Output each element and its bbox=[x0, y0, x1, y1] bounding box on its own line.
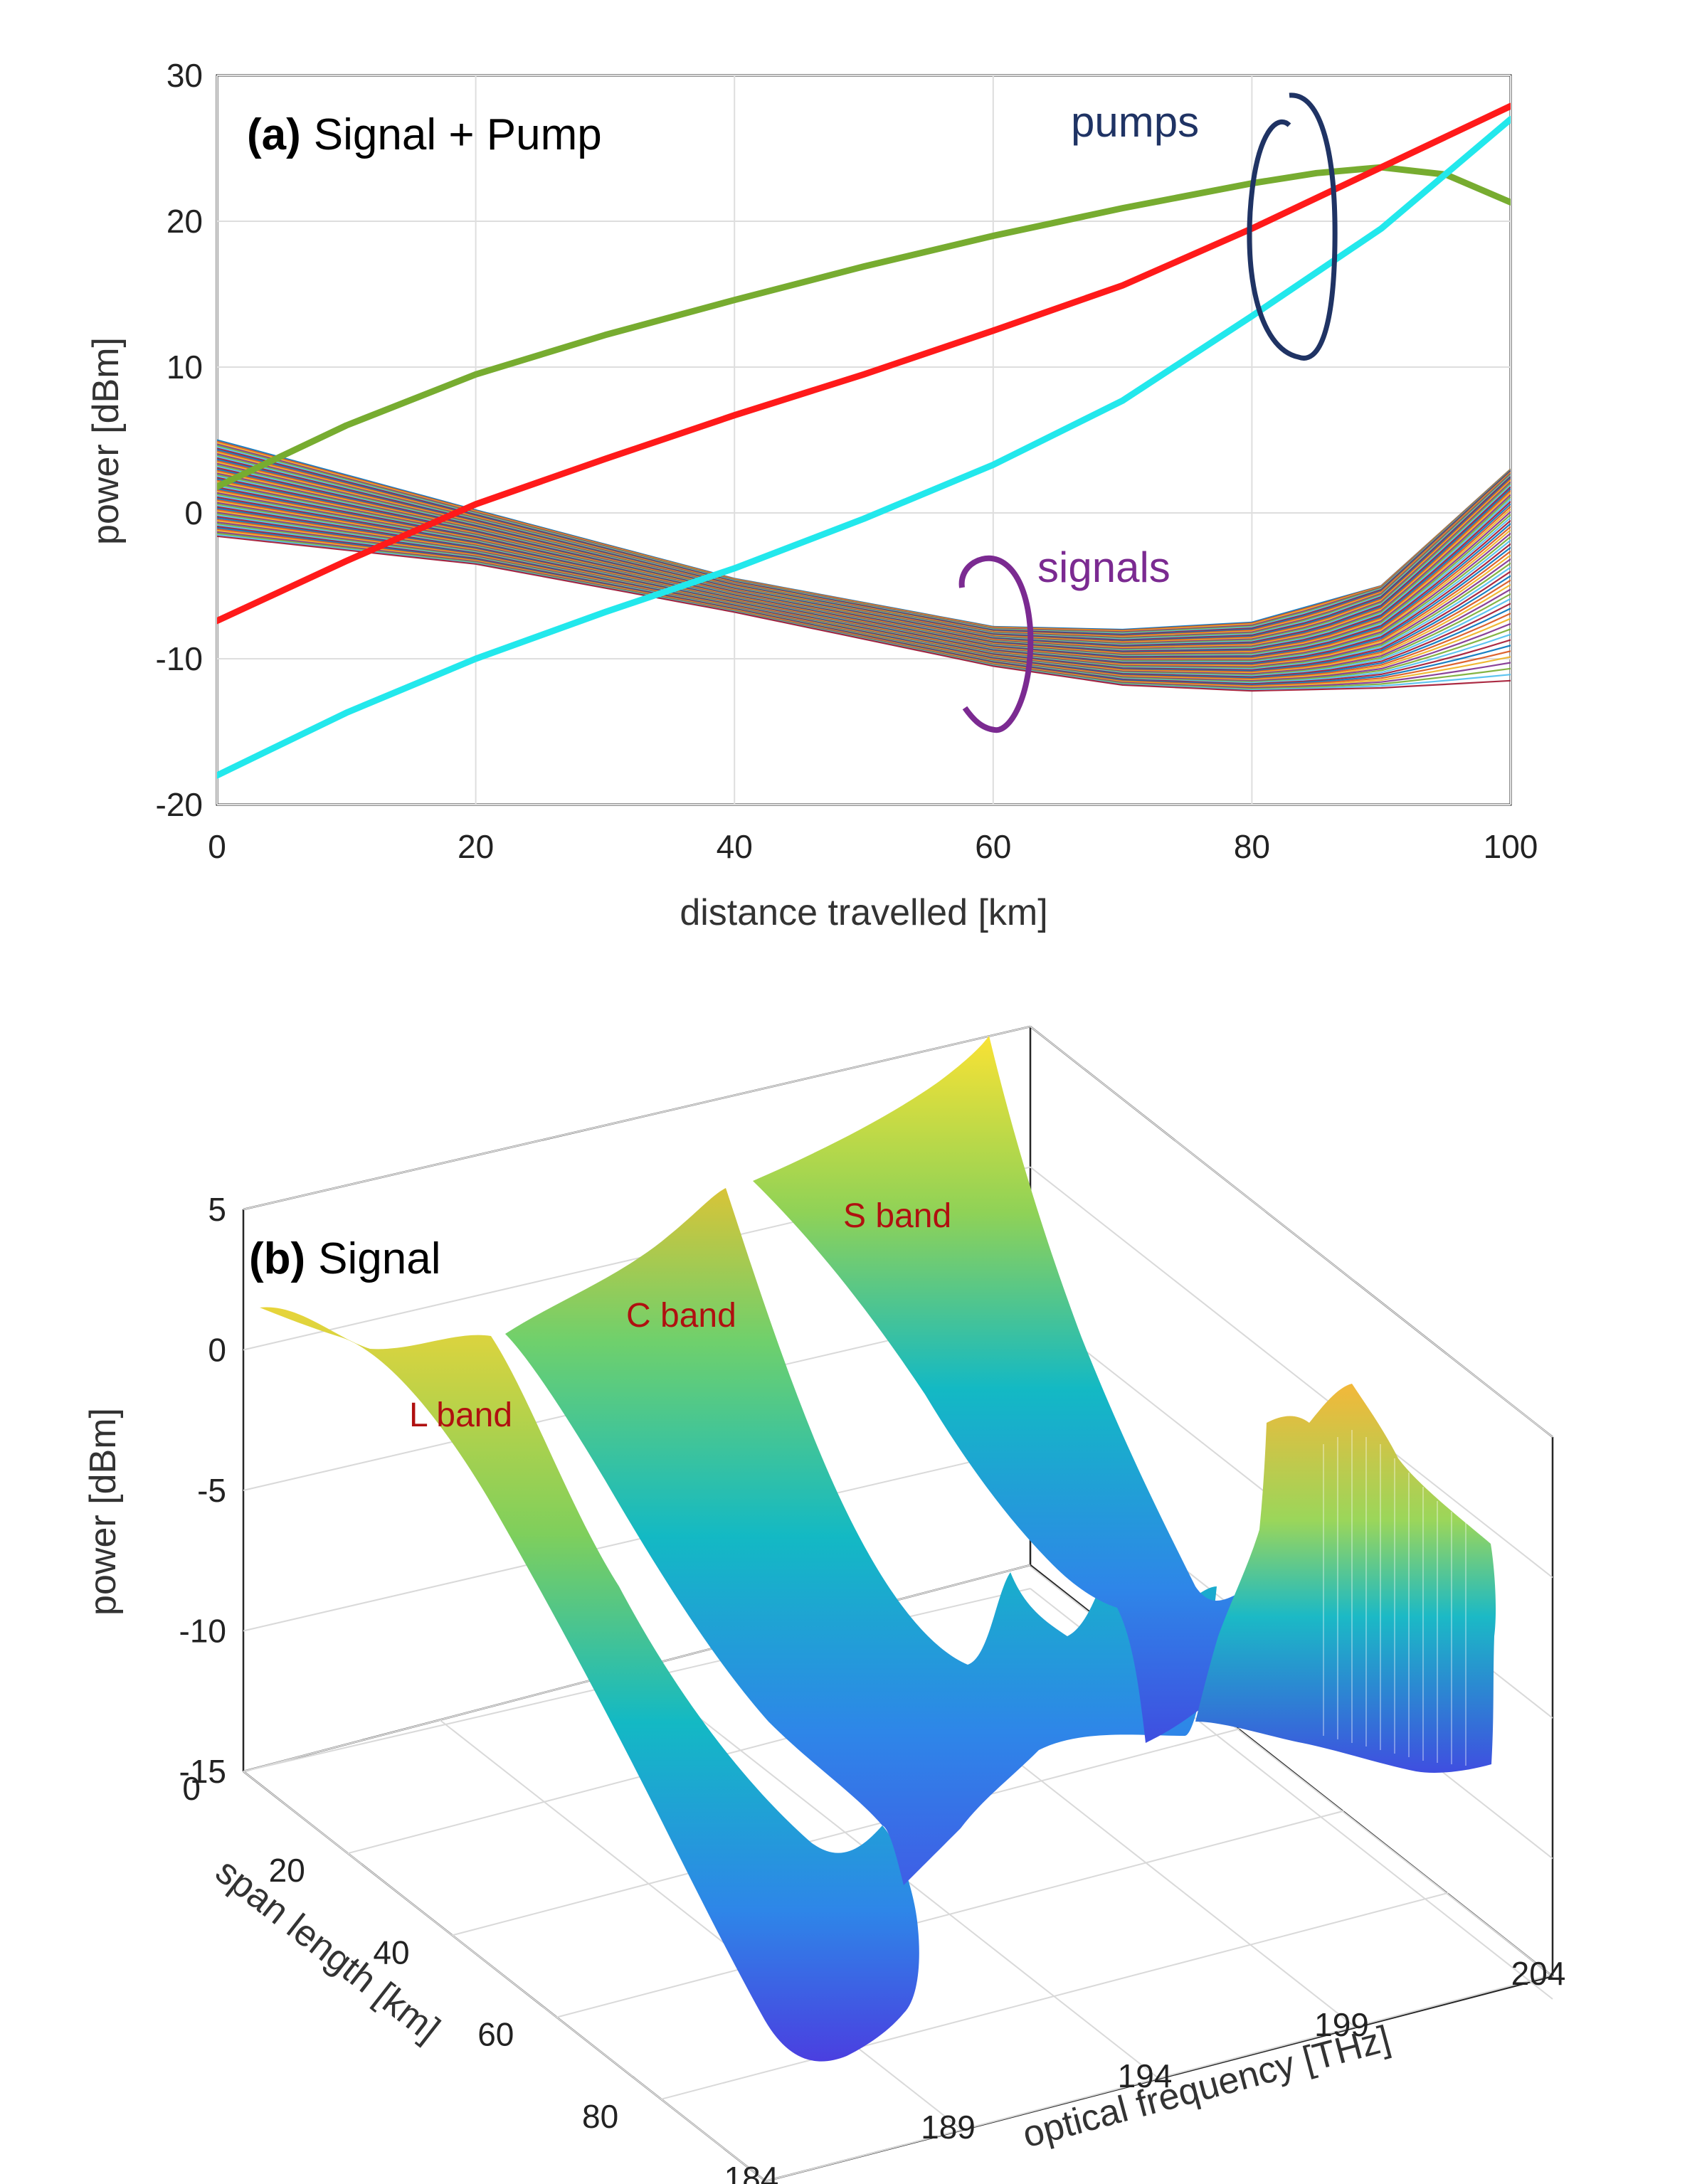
ticks-b: 50-5-10-15020406080100184189194199204 bbox=[179, 1191, 1566, 2184]
grid-a bbox=[216, 75, 1511, 805]
pumps-annotation: pumps bbox=[1071, 98, 1199, 146]
freq-tick-label: 194 bbox=[1118, 2057, 1173, 2094]
span-tick-label: 80 bbox=[582, 2098, 618, 2135]
frequency-axis-label-b: optical frequency [THz] bbox=[1018, 2018, 1395, 2156]
signals-annotation: signals bbox=[1037, 544, 1170, 591]
y-tick-label: -10 bbox=[156, 640, 203, 677]
freq-tick-label: 199 bbox=[1314, 2006, 1369, 2043]
panel-a-title-text: Signal + Pump bbox=[314, 110, 602, 159]
z-grid-line bbox=[243, 1026, 1031, 1210]
x-tick-label: 60 bbox=[975, 828, 1011, 865]
x-tick-label: 0 bbox=[208, 828, 226, 865]
span-tick-label: 0 bbox=[182, 1770, 201, 1807]
series-a bbox=[217, 102, 1511, 779]
y-tick-label: 10 bbox=[167, 349, 203, 386]
residual-surface bbox=[1195, 1384, 1496, 1773]
panel-b-title: (b) Signal bbox=[249, 1234, 441, 1283]
z-axis-label-b: power [dBm] bbox=[83, 1408, 124, 1616]
freq-grid-line bbox=[439, 1719, 963, 2131]
span-tick-label: 40 bbox=[373, 1934, 409, 1971]
z-grid-line bbox=[243, 1447, 1031, 1632]
c-band-label: C band bbox=[626, 1297, 736, 1335]
freq-grid-line bbox=[243, 1771, 766, 2182]
x-tick-label: 100 bbox=[1484, 828, 1538, 865]
s-band-surface bbox=[753, 1036, 1267, 1743]
z-tick-label: 0 bbox=[208, 1332, 226, 1369]
z-tick-label: -5 bbox=[197, 1472, 226, 1509]
plot-area-a bbox=[216, 74, 1512, 806]
l-band-label: L band bbox=[409, 1396, 512, 1434]
panel-a-title: (a) Signal + Pump bbox=[247, 110, 602, 159]
span-axis-label-b: span length [km] bbox=[208, 1850, 447, 2050]
freq-tick-label: 204 bbox=[1511, 1955, 1566, 1992]
z-grid-line bbox=[1030, 1026, 1553, 1438]
span-tick-label: 20 bbox=[269, 1852, 305, 1889]
pump-red-line bbox=[217, 102, 1511, 625]
panel-b-title-bold: (b) bbox=[249, 1234, 305, 1283]
panel-b-title-text: Signal bbox=[318, 1234, 440, 1283]
span-tick-label: 60 bbox=[477, 2016, 514, 2053]
s-band-label: S band bbox=[843, 1197, 951, 1235]
y-tick-label: 30 bbox=[167, 57, 203, 94]
z-tick-label: -10 bbox=[179, 1613, 226, 1650]
y-tick-label: -20 bbox=[156, 786, 203, 823]
span-tick-label: 100 bbox=[668, 2180, 723, 2184]
x-tick-label: 20 bbox=[458, 828, 494, 865]
freq-tick-label: 189 bbox=[921, 2109, 976, 2146]
l-band-surface bbox=[260, 1307, 919, 2062]
panel-a-title-bold: (a) bbox=[247, 110, 301, 159]
y-tick-label: 0 bbox=[184, 494, 203, 531]
y-axis-label-a: power [dBm] bbox=[85, 337, 127, 545]
x-tick-label: 80 bbox=[1234, 828, 1270, 865]
z-tick-label: 5 bbox=[208, 1191, 226, 1228]
residual-stripes bbox=[1323, 1430, 1466, 1766]
pump-cyan-line bbox=[217, 116, 1511, 779]
x-tick-label: 40 bbox=[717, 828, 753, 865]
z-tick-label: -15 bbox=[179, 1753, 226, 1790]
x-axis-label-a: distance travelled [km] bbox=[680, 892, 1047, 933]
c-band-surface bbox=[505, 1188, 1217, 1885]
pumps-bracket-icon bbox=[1247, 92, 1338, 361]
signals-bracket-icon bbox=[958, 555, 1034, 733]
signal-line bbox=[217, 535, 1511, 692]
surface bbox=[260, 1036, 1496, 2062]
z-grid-line bbox=[1030, 1166, 1553, 1579]
panel-b: (b) Signal L band C band S band 5 0 -5 -10 -1… bbox=[83, 1025, 1566, 2184]
y-tick-label: 20 bbox=[167, 203, 203, 240]
freq-tick-label: 184 bbox=[724, 2160, 779, 2184]
